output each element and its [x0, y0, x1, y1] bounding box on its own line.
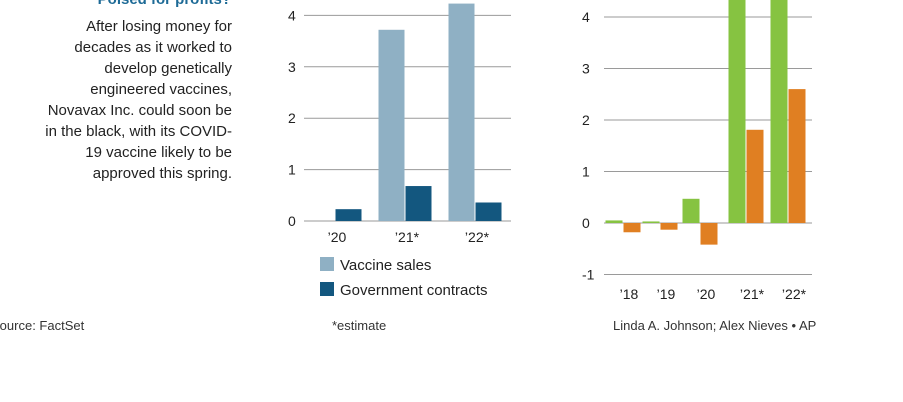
- y-tick-label: 3: [582, 61, 590, 77]
- estimate-note: *estimate: [332, 318, 387, 333]
- legend-swatch-vaccine-sales: [320, 257, 334, 271]
- vaccine-sales-bar: [448, 3, 475, 221]
- legend-label-vaccine-sales: Vaccine sales: [340, 257, 431, 274]
- y-tick-label: 4: [288, 7, 296, 23]
- orange-bar: [700, 223, 718, 245]
- x-tick-label: ’20: [328, 229, 347, 245]
- green-bar: [770, 0, 788, 224]
- chart-headline: Poised for profits?: [98, 0, 231, 8]
- orange-bar: [660, 223, 678, 230]
- x-tick-label: ’21*: [740, 286, 765, 302]
- y-tick-label: 2: [288, 110, 296, 126]
- y-tick-label: 1: [288, 162, 296, 178]
- government-contracts-bar: [475, 202, 502, 221]
- x-tick-label: ’22*: [465, 229, 490, 245]
- vaccine-sales-bar: [378, 29, 405, 222]
- legend-label-government-contracts: Government contracts: [340, 282, 488, 299]
- y-tick-label: 0: [582, 215, 590, 231]
- y-tick-label: 4: [582, 9, 590, 25]
- x-tick-label: ’20: [697, 286, 716, 302]
- orange-bar: [623, 223, 641, 233]
- y-tick-label: 3: [288, 59, 296, 75]
- y-tick-label: 1: [582, 164, 590, 180]
- green-bar: [642, 221, 660, 223]
- y-tick-label: 2: [582, 112, 590, 128]
- source-note: Source: FactSet: [0, 318, 85, 333]
- y-tick-label: 0: [288, 213, 296, 229]
- green-bar: [605, 220, 623, 223]
- x-tick-label: ’22*: [782, 286, 807, 302]
- government-contracts-bar: [335, 209, 362, 221]
- y-tick-label: -1: [582, 267, 595, 283]
- legend-swatch-government-contracts: [320, 282, 334, 296]
- x-tick-label: ’21*: [395, 229, 420, 245]
- x-tick-label: ’19: [657, 286, 676, 302]
- orange-bar: [788, 89, 806, 223]
- green-bar: [728, 0, 746, 224]
- green-bar: [682, 198, 700, 223]
- chart-blurb: After losing money for decades as it wor…: [45, 18, 232, 182]
- government-contracts-bar: [405, 186, 432, 221]
- credit-line: Linda A. Johnson; Alex Nieves • AP: [613, 318, 817, 333]
- x-tick-label: ’18: [620, 286, 639, 302]
- orange-bar: [746, 129, 764, 223]
